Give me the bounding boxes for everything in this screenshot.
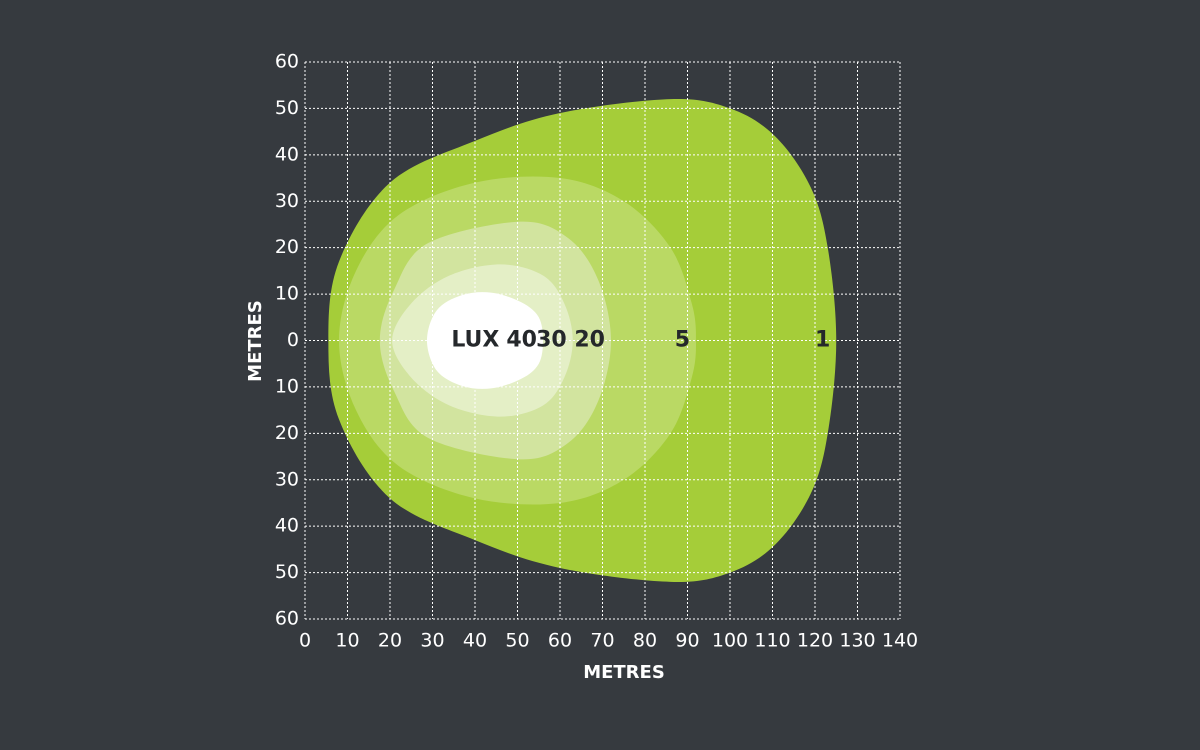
x-tick-label: 60 [548, 630, 572, 652]
x-tick-label: 140 [882, 630, 918, 652]
x-tick-label: 100 [712, 630, 748, 652]
y-tick-label: 20 [275, 236, 299, 258]
y-tick-label: 0 [287, 329, 299, 351]
x-tick-label: 50 [505, 630, 529, 652]
y-tick-label: 30 [275, 190, 299, 212]
x-tick-label: 20 [378, 630, 402, 652]
zone-label: 30 [536, 328, 567, 353]
y-tick-label: 60 [275, 51, 299, 73]
y-tick-label: 10 [275, 283, 299, 305]
x-tick-label: 90 [675, 630, 699, 652]
x-axis-title: METRES [583, 662, 665, 683]
y-tick-label: 40 [275, 143, 299, 165]
y-tick-label: 50 [275, 561, 299, 583]
x-tick-label: 80 [633, 630, 657, 652]
x-tick-label: 120 [797, 630, 833, 652]
y-tick-label: 60 [275, 608, 299, 630]
x-tick-label: 130 [839, 630, 875, 652]
x-tick-label: 10 [335, 630, 359, 652]
y-tick-label: 40 [275, 515, 299, 537]
labels: 0 10 20 30 40 50 60 70 80 90 100 110 120 130 140605040… [275, 51, 918, 652]
x-tick-label: 40 [463, 630, 487, 652]
y-tick-label: 30 [275, 468, 299, 490]
x-tick-label: 0 [299, 630, 311, 652]
y-tick-label: 20 [275, 422, 299, 444]
zone-label: 40 [506, 328, 537, 353]
x-tick-label: 70 [590, 630, 614, 652]
x-tick-label: 30 [420, 630, 444, 652]
y-axis-title: METRES [245, 300, 266, 382]
zone-label: 5 [675, 328, 690, 353]
y-tick-label: 10 [275, 375, 299, 397]
isolux-zone [426, 292, 543, 389]
y-tick-label: 50 [275, 97, 299, 119]
zone-label: 20 [574, 328, 605, 353]
zone-label-prefix: LUX [451, 328, 499, 353]
grid [304, 61, 901, 620]
x-tick-label: 110 [754, 630, 790, 652]
zone-label: 1 [815, 328, 830, 353]
